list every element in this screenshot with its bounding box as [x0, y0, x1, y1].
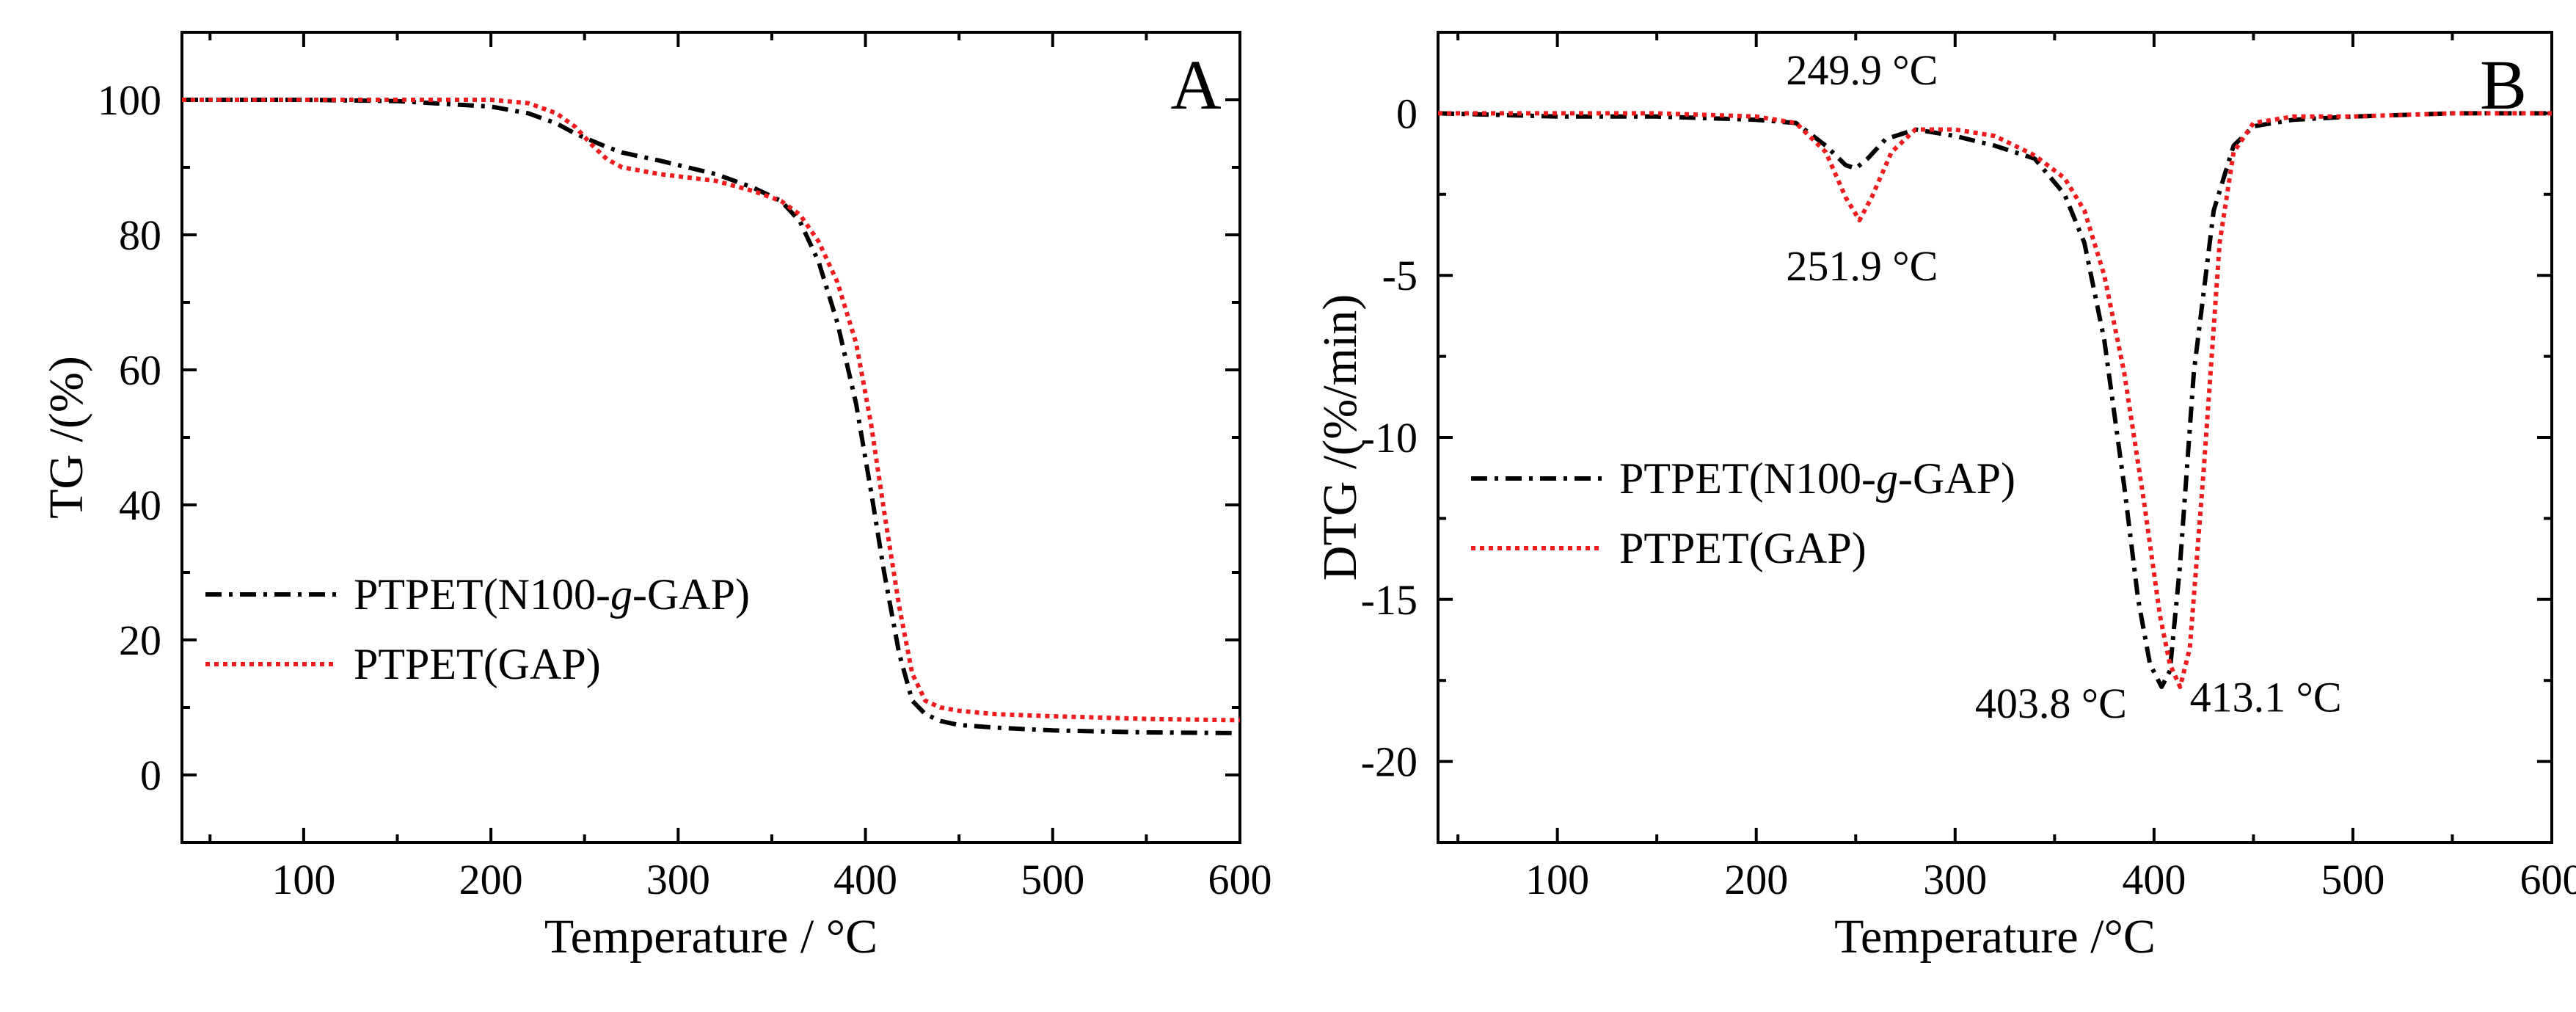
legend-label: PTPET(GAP): [354, 640, 601, 688]
x-tick-label: 300: [1923, 856, 1987, 903]
x-tick-label: 100: [271, 856, 335, 903]
x-tick-label: 500: [1021, 856, 1084, 903]
panel-label: A: [1170, 45, 1221, 124]
y-axis-title: DTG /(%/min): [1313, 294, 1367, 580]
x-tick-label: 600: [1208, 856, 1272, 903]
x-tick-label: 300: [646, 856, 710, 903]
legend-label: PTPET(GAP): [1619, 524, 1867, 572]
y-tick-label: 20: [119, 616, 161, 664]
y-tick-label: 80: [119, 211, 161, 259]
series-line-ptpet-n100-g-gap: [182, 98, 1240, 735]
y-tick-label: 100: [98, 76, 161, 124]
y-tick-label: -20: [1361, 738, 1417, 786]
series-line-ptpet-gap: [182, 98, 1240, 723]
y-tick-label: 0: [1396, 90, 1417, 137]
x-axis-title: Temperature /°C: [1834, 910, 2156, 964]
x-tick-label: 500: [2321, 856, 2385, 903]
x-tick-label: 600: [2520, 856, 2576, 903]
legend-label: PTPET(N100-g-GAP): [354, 570, 750, 619]
y-tick-label: -15: [1361, 576, 1417, 624]
panel-b: 100 200 300 400 500 600 0 -5 -10 -15 -20 Temperatur…: [1313, 31, 2576, 964]
peak-annotation: 249.9 °C: [1786, 46, 1938, 94]
x-tick-label: 400: [833, 856, 897, 903]
x-tick-label: 200: [459, 856, 523, 903]
series-line-ptpet-n100-g-gap: [1438, 111, 2552, 689]
peak-annotation: 403.8 °C: [1975, 680, 2127, 727]
panel-a: 100 200 300 400 500 600 0 20 40 60 80 100 Temperatur…: [40, 31, 1272, 964]
x-tick-label: 400: [2122, 856, 2186, 903]
plot-frame: [180, 31, 1241, 844]
x-tick-label: 200: [1724, 856, 1788, 903]
y-tick-label: -5: [1382, 252, 1417, 299]
peak-annotation: 251.9 °C: [1786, 242, 1938, 290]
y-tick-label: 60: [119, 346, 161, 394]
peak-annotation: 413.1 °C: [2190, 673, 2342, 721]
legend-label: PTPET(N100-g-GAP): [1619, 454, 2015, 503]
x-axis-title: Temperature / °C: [544, 910, 877, 964]
series-line-ptpet-gap: [1438, 111, 2552, 689]
x-tick-label: 100: [1525, 856, 1589, 903]
panel-label: B: [2480, 45, 2527, 124]
y-axis-title: TG /(%): [40, 356, 93, 519]
y-tick-label: -10: [1361, 414, 1417, 462]
y-tick-label: 0: [140, 751, 161, 799]
y-tick-label: 40: [119, 481, 161, 529]
